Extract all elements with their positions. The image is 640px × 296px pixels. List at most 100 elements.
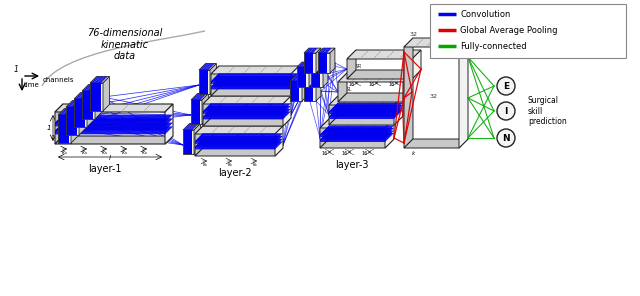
Text: 32: 32 bbox=[430, 94, 438, 99]
Polygon shape bbox=[291, 76, 300, 81]
Polygon shape bbox=[329, 96, 338, 125]
Polygon shape bbox=[189, 130, 193, 154]
Polygon shape bbox=[309, 48, 318, 53]
Polygon shape bbox=[338, 73, 347, 102]
Polygon shape bbox=[79, 101, 85, 135]
Text: 16: 16 bbox=[331, 128, 337, 133]
Polygon shape bbox=[320, 126, 394, 135]
Polygon shape bbox=[312, 67, 316, 87]
Polygon shape bbox=[165, 104, 173, 144]
Polygon shape bbox=[297, 67, 309, 87]
Text: $k_s$: $k_s$ bbox=[218, 100, 224, 109]
Polygon shape bbox=[403, 73, 412, 102]
Polygon shape bbox=[329, 108, 403, 117]
Polygon shape bbox=[83, 85, 93, 91]
Text: Surgical
skill
prediction: Surgical skill prediction bbox=[528, 96, 567, 126]
Polygon shape bbox=[329, 103, 403, 112]
Polygon shape bbox=[78, 93, 88, 99]
Polygon shape bbox=[329, 96, 403, 105]
Polygon shape bbox=[202, 94, 209, 124]
Polygon shape bbox=[312, 62, 321, 67]
Polygon shape bbox=[74, 107, 77, 135]
Polygon shape bbox=[195, 139, 283, 147]
Polygon shape bbox=[329, 105, 403, 114]
Polygon shape bbox=[81, 99, 85, 127]
Text: 16: 16 bbox=[349, 82, 355, 87]
Polygon shape bbox=[305, 76, 314, 81]
Polygon shape bbox=[55, 115, 173, 123]
Polygon shape bbox=[183, 130, 194, 154]
Polygon shape bbox=[347, 50, 421, 59]
Text: SL: SL bbox=[346, 87, 353, 92]
Polygon shape bbox=[316, 67, 320, 87]
Text: layer-1: layer-1 bbox=[88, 164, 122, 174]
Polygon shape bbox=[347, 70, 421, 79]
Polygon shape bbox=[183, 124, 200, 130]
Polygon shape bbox=[55, 104, 173, 112]
Text: $k$: $k$ bbox=[412, 149, 417, 157]
Polygon shape bbox=[191, 94, 201, 100]
Polygon shape bbox=[319, 48, 328, 53]
Text: $k_s$: $k_s$ bbox=[260, 130, 266, 139]
Polygon shape bbox=[62, 115, 65, 143]
Text: $x'$: $x'$ bbox=[89, 101, 95, 109]
Polygon shape bbox=[74, 101, 83, 107]
Polygon shape bbox=[347, 50, 356, 79]
Polygon shape bbox=[91, 77, 100, 83]
Polygon shape bbox=[59, 115, 62, 143]
Polygon shape bbox=[195, 126, 203, 156]
Polygon shape bbox=[211, 73, 219, 84]
Polygon shape bbox=[291, 81, 295, 101]
Text: MR: MR bbox=[224, 109, 234, 114]
Polygon shape bbox=[83, 91, 86, 119]
Polygon shape bbox=[75, 93, 84, 99]
Circle shape bbox=[497, 102, 515, 120]
Polygon shape bbox=[55, 115, 63, 126]
Polygon shape bbox=[81, 93, 92, 99]
Polygon shape bbox=[304, 81, 316, 101]
Text: 76-dimensional
kinematic
data: 76-dimensional kinematic data bbox=[87, 28, 163, 61]
Polygon shape bbox=[304, 76, 321, 81]
Polygon shape bbox=[197, 94, 207, 100]
Polygon shape bbox=[87, 93, 93, 127]
Text: layer-2: layer-2 bbox=[218, 168, 252, 178]
Polygon shape bbox=[59, 109, 68, 115]
Polygon shape bbox=[297, 62, 314, 67]
Text: SR: SR bbox=[355, 64, 362, 69]
Text: $k_s$: $k_s$ bbox=[141, 148, 148, 157]
Polygon shape bbox=[323, 53, 327, 73]
Text: $l$: $l$ bbox=[108, 153, 112, 162]
Polygon shape bbox=[329, 110, 403, 119]
Polygon shape bbox=[82, 91, 95, 119]
Text: $k_s$: $k_s$ bbox=[101, 148, 109, 157]
Polygon shape bbox=[65, 115, 69, 143]
Text: ML: ML bbox=[216, 139, 225, 144]
Text: N: N bbox=[502, 133, 510, 142]
Text: SR: SR bbox=[316, 75, 322, 79]
Polygon shape bbox=[211, 66, 219, 96]
Polygon shape bbox=[202, 64, 212, 70]
Polygon shape bbox=[195, 141, 283, 149]
Polygon shape bbox=[203, 103, 291, 111]
Polygon shape bbox=[330, 48, 335, 73]
Polygon shape bbox=[75, 99, 78, 127]
Polygon shape bbox=[309, 53, 313, 73]
Polygon shape bbox=[200, 64, 209, 70]
Polygon shape bbox=[195, 136, 283, 144]
Polygon shape bbox=[199, 64, 216, 70]
Polygon shape bbox=[211, 66, 299, 74]
Polygon shape bbox=[184, 124, 193, 130]
Text: ML: ML bbox=[85, 96, 95, 102]
Polygon shape bbox=[319, 53, 323, 73]
Text: 1: 1 bbox=[47, 125, 51, 131]
Polygon shape bbox=[195, 139, 203, 149]
Polygon shape bbox=[200, 70, 202, 94]
Polygon shape bbox=[309, 81, 313, 101]
Polygon shape bbox=[316, 62, 325, 67]
Polygon shape bbox=[305, 48, 314, 53]
Polygon shape bbox=[295, 81, 299, 101]
Polygon shape bbox=[338, 93, 412, 102]
Text: $x$: $x$ bbox=[65, 126, 70, 133]
Polygon shape bbox=[203, 109, 211, 119]
Polygon shape bbox=[74, 99, 87, 127]
